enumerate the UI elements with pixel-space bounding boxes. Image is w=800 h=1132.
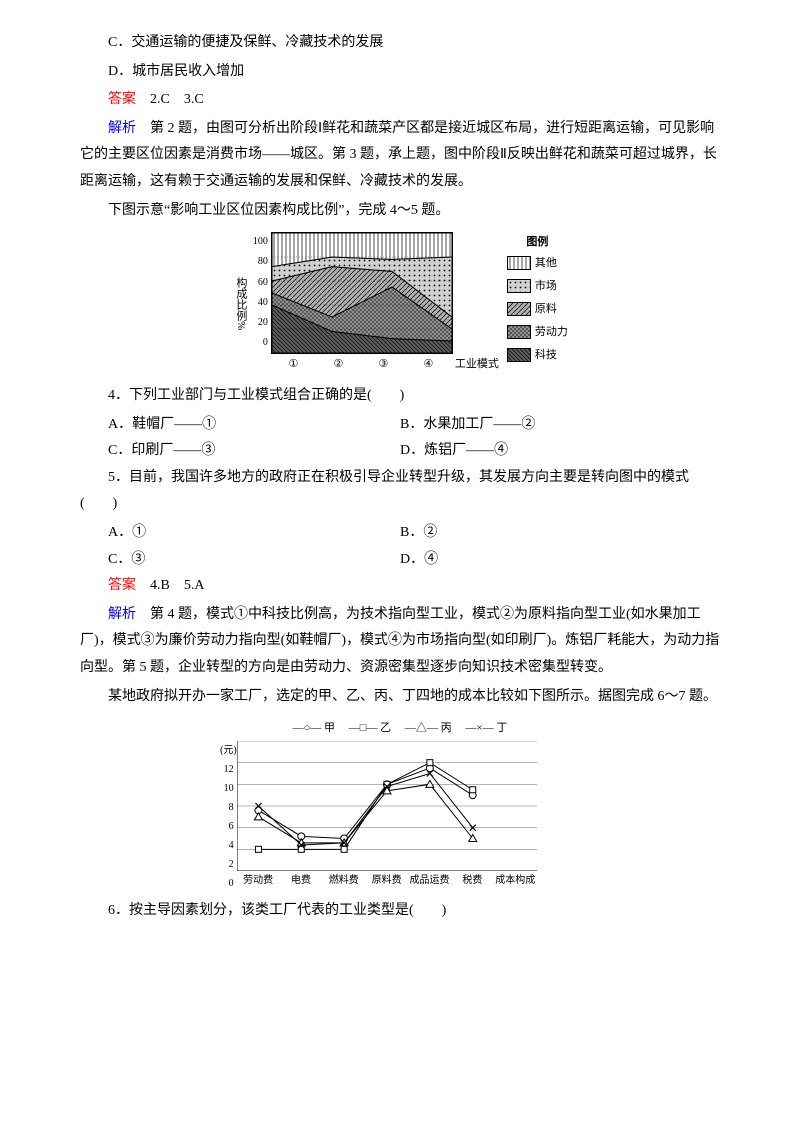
answer-4-5: 答案 4.B 5.A: [80, 573, 720, 600]
chart-cost-comparison: —○— 甲 —□— 乙 —△— 丙 —×— 丁 (元) 12 10 8 6 4 …: [80, 718, 720, 890]
chart-factor-composition: 构成比例% 100 80 60 40 20 0 ①: [80, 232, 720, 375]
explain-4-5: 解析 第 4 题，模式①中科技比例高，为技术指向型工业，模式②为原料指向型工业(…: [80, 602, 720, 682]
answer-label: 答案: [108, 92, 136, 107]
explain-text: 第 2 题，由图可分析出阶段Ⅰ鲜花和蔬菜产区都是接近城区布局，进行短距离运输，可…: [80, 121, 717, 189]
question-4: 4．下列工业部门与工业模式组合正确的是( ): [80, 383, 720, 410]
legend-swatch-other: [507, 256, 531, 270]
q5-options-row1: A．① B．②: [80, 520, 720, 547]
chart2-svg: [237, 741, 537, 871]
chart2-legend: —○— 甲 —□— 乙 —△— 丙 —×— 丁: [220, 718, 580, 739]
chart2-yaxis: 12 10 8 6 4 2 0: [220, 760, 237, 890]
intro-6-7: 某地政府拟开办一家工厂，选定的甲、乙、丙、丁四地的成本比较如下图所示。据图完成 …: [80, 684, 720, 711]
chart1-xaxis: ① ② ③ ④: [271, 354, 451, 375]
answer-2-3: 答案 2.C 3.C: [80, 87, 720, 114]
chart1-svg: [272, 233, 452, 353]
legend-title: 图例: [507, 232, 568, 253]
answer-value: 4.B 5.A: [136, 578, 204, 593]
explain-label: 解析: [108, 607, 136, 622]
question-6: 6．按主导因素划分，该类工厂代表的工业类型是( ): [80, 898, 720, 925]
legend-swatch-tech: [507, 348, 531, 362]
explain-text: 第 4 题，模式①中科技比例高，为技术指向型工业，模式②为原料指向型工业(如水果…: [80, 607, 719, 675]
q4-options-row2: C．印刷厂——③ D．炼铝厂——④: [80, 438, 720, 465]
q5-options-row2: C．③ D．④: [80, 547, 720, 574]
answer-label: 答案: [108, 578, 136, 593]
legend-swatch-raw: [507, 302, 531, 316]
explain-2-3: 解析 第 2 题，由图可分析出阶段Ⅰ鲜花和蔬菜产区都是接近城区布局，进行短距离运…: [80, 116, 720, 196]
intro-4-5: 下图示意“影响工业区位因素构成比例”，完成 4～5 题。: [80, 198, 720, 225]
option-d: D．城市居民收入增加: [80, 59, 720, 86]
chart1-legend: 图例 其他 市场 原料 劳动力 科技: [507, 232, 568, 375]
explain-label: 解析: [108, 121, 136, 136]
chart1-plot: [271, 232, 453, 354]
answer-value: 2.C 3.C: [136, 92, 204, 107]
question-5: 5．目前，我国许多地方的政府正在积极引导企业转型升级，其发展方向主要是转向图中的…: [80, 465, 720, 518]
chart2-ylabel: (元): [220, 741, 237, 760]
chart1-yaxis: 100 80 60 40 20 0: [253, 232, 271, 352]
q4-options-row1: A．鞋帽厂——① B．水果加工厂——②: [80, 412, 720, 439]
legend-swatch-market: [507, 279, 531, 293]
chart2-plot: [237, 741, 537, 871]
chart1-ylabel: 构成比例%: [230, 277, 253, 330]
document-page: C．交通运输的便捷及保鲜、冷藏技术的发展 D．城市居民收入增加 答案 2.C 3…: [0, 0, 800, 957]
chart1-xlabel: 工业模式: [455, 354, 499, 375]
legend-swatch-labor: [507, 325, 531, 339]
chart2-xaxis: 劳动费 电费 燃料费 原料费 成品运费 税费 成本构成: [237, 871, 537, 890]
option-c: C．交通运输的便捷及保鲜、冷藏技术的发展: [80, 30, 720, 57]
